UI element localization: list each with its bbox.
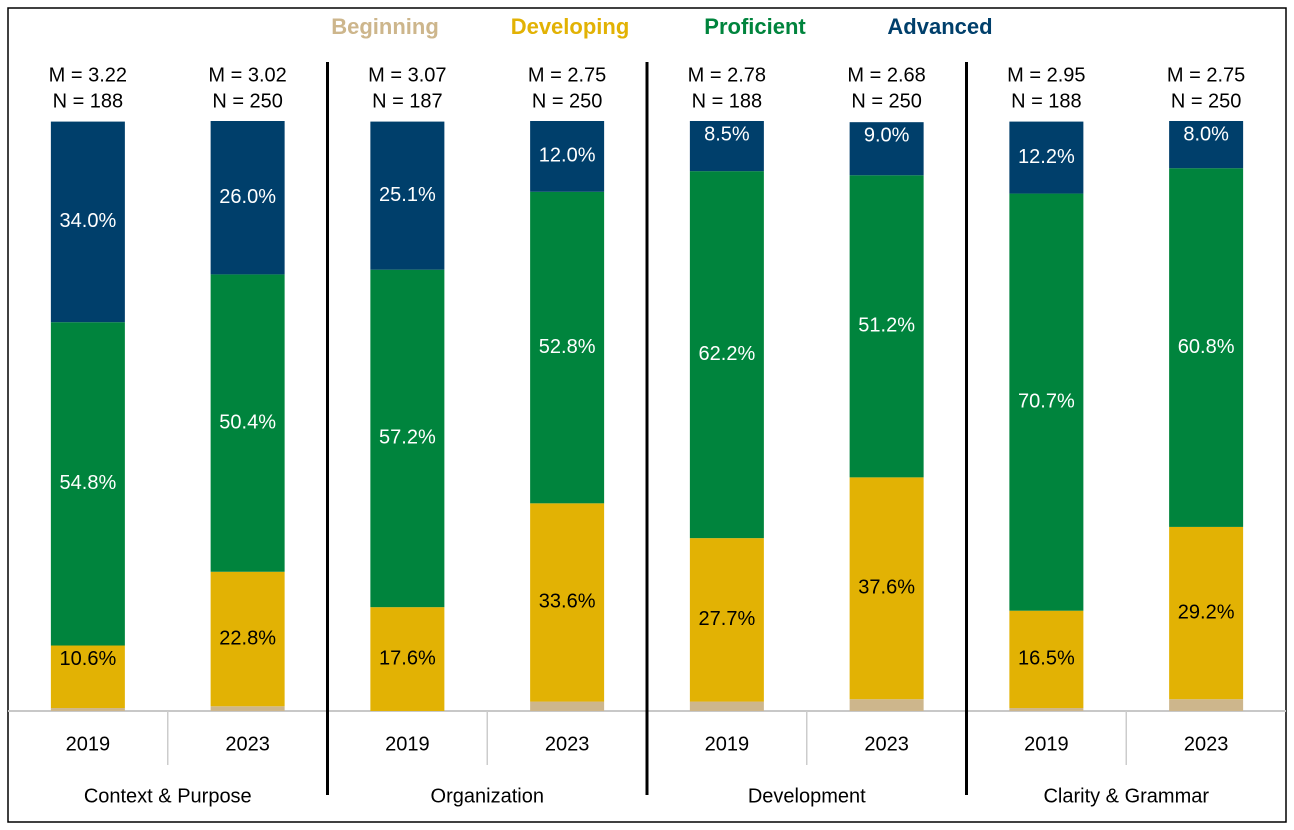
value-label: 37.6% bbox=[858, 577, 915, 599]
mean-label: M = 2.68 bbox=[847, 64, 925, 86]
n-label: N = 250 bbox=[212, 90, 283, 112]
n-label: N = 250 bbox=[851, 90, 922, 112]
value-label: 12.2% bbox=[1018, 146, 1075, 168]
value-label: 17.6% bbox=[379, 647, 436, 669]
group-label: Clarity & Grammar bbox=[1043, 785, 1209, 807]
x-tick-label: 2023 bbox=[864, 733, 909, 755]
value-label: 25.1% bbox=[379, 184, 436, 206]
bar-segment bbox=[1009, 610, 1084, 709]
value-label: 16.5% bbox=[1018, 648, 1075, 670]
bar-segment bbox=[849, 175, 924, 478]
x-tick-label: 2023 bbox=[225, 733, 270, 755]
value-label: 62.2% bbox=[699, 343, 756, 365]
n-label: N = 187 bbox=[372, 90, 443, 112]
n-label: N = 188 bbox=[692, 90, 763, 112]
legend-entry: Proficient bbox=[704, 14, 806, 39]
value-label: 60.8% bbox=[1178, 336, 1235, 358]
bar-segment bbox=[689, 171, 764, 539]
mean-label: M = 2.95 bbox=[1007, 64, 1085, 86]
x-tick-label: 2019 bbox=[1024, 733, 1069, 755]
value-label: 8.0% bbox=[1183, 123, 1229, 145]
bar-segment bbox=[530, 701, 605, 711]
bar-segment bbox=[530, 503, 605, 702]
bar-segment bbox=[849, 477, 924, 700]
legend-entry: Advanced bbox=[887, 14, 992, 39]
bar-segment bbox=[1009, 121, 1084, 194]
bar-segment bbox=[50, 645, 125, 709]
value-label: 29.2% bbox=[1178, 601, 1235, 623]
bar-segment bbox=[1009, 193, 1084, 611]
bar-segment bbox=[689, 121, 764, 172]
value-label: 57.2% bbox=[379, 427, 436, 449]
legend-entry: Beginning bbox=[331, 14, 439, 39]
group-label: Context & Purpose bbox=[84, 785, 252, 807]
n-label: N = 188 bbox=[1011, 90, 1082, 112]
mean-label: M = 3.22 bbox=[49, 64, 127, 86]
bar-segment bbox=[210, 706, 285, 711]
x-tick-label: 2019 bbox=[385, 733, 430, 755]
mean-label: M = 2.75 bbox=[1167, 64, 1245, 86]
bar-segment bbox=[849, 122, 924, 176]
bar-segment bbox=[210, 274, 285, 572]
value-label: 10.6% bbox=[60, 648, 117, 670]
bar-segment bbox=[50, 121, 125, 323]
group-label: Development bbox=[748, 785, 866, 807]
bar-segment bbox=[849, 699, 924, 711]
bar-segment bbox=[1169, 526, 1244, 700]
value-label: 70.7% bbox=[1018, 390, 1075, 412]
bar-segment bbox=[1169, 168, 1244, 527]
value-label: 54.8% bbox=[60, 472, 117, 494]
legend-entry: Developing bbox=[511, 14, 630, 39]
value-label: 34.0% bbox=[60, 210, 117, 232]
mean-label: M = 2.75 bbox=[528, 64, 606, 86]
bar-segment bbox=[370, 607, 445, 711]
bar-segment bbox=[689, 701, 764, 711]
value-label: 9.0% bbox=[864, 124, 910, 146]
n-label: N = 188 bbox=[53, 90, 124, 112]
bar-segment bbox=[370, 269, 445, 608]
value-label: 27.7% bbox=[699, 608, 756, 630]
group-label: Organization bbox=[431, 785, 544, 807]
bar-segment bbox=[1169, 699, 1244, 711]
value-label: 33.6% bbox=[539, 591, 596, 613]
bar-segment bbox=[530, 191, 605, 504]
frame bbox=[7, 7, 1287, 823]
n-label: N = 250 bbox=[1171, 90, 1242, 112]
mean-label: M = 3.07 bbox=[368, 64, 446, 86]
bar-segment bbox=[210, 121, 285, 275]
value-label: 50.4% bbox=[219, 411, 276, 433]
value-label: 8.5% bbox=[704, 123, 750, 145]
value-label: 26.0% bbox=[219, 186, 276, 208]
x-tick-label: 2023 bbox=[545, 733, 590, 755]
bar-segment bbox=[50, 708, 125, 711]
value-label: 12.0% bbox=[539, 145, 596, 167]
x-tick-label: 2019 bbox=[705, 733, 750, 755]
value-label: 22.8% bbox=[219, 627, 276, 649]
mean-label: M = 2.78 bbox=[688, 64, 766, 86]
x-tick-label: 2019 bbox=[66, 733, 111, 755]
n-label: N = 250 bbox=[532, 90, 603, 112]
bar-segment bbox=[1009, 708, 1084, 711]
value-label: 52.8% bbox=[539, 336, 596, 358]
bar-segment bbox=[50, 322, 125, 646]
bar-segment bbox=[530, 121, 605, 192]
x-tick-label: 2023 bbox=[1184, 733, 1229, 755]
value-label: 51.2% bbox=[858, 315, 915, 337]
mean-label: M = 3.02 bbox=[208, 64, 286, 86]
bar-segment bbox=[1169, 121, 1244, 169]
bar-segment bbox=[370, 121, 445, 270]
bar-segment bbox=[210, 571, 285, 707]
bar-segment bbox=[689, 538, 764, 702]
